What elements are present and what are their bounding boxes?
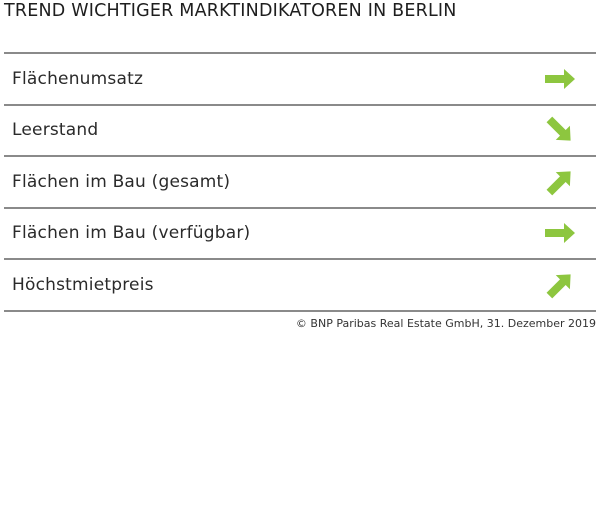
indicator-row: Flächen im Bau (gesamt): [4, 157, 596, 209]
indicator-table: Flächenumsatz Leerstand Flächen im Bau (…: [4, 52, 596, 312]
arrow-right-icon: [542, 215, 578, 251]
copyright-credit: © BNP Paribas Real Estate GmbH, 31. Deze…: [295, 317, 596, 330]
indicator-label: Flächen im Bau (verfügbar): [12, 223, 251, 244]
indicator-label: Leerstand: [12, 120, 99, 141]
indicator-label: Flächen im Bau (gesamt): [12, 171, 231, 192]
indicator-label: Höchstmietpreis: [12, 274, 154, 295]
indicator-label: Flächenumsatz: [12, 68, 144, 89]
indicator-row: Flächenumsatz: [4, 54, 596, 106]
arrow-down-right-icon: [542, 112, 578, 148]
arrow-up-right-icon: [542, 267, 578, 303]
indicator-row: Leerstand: [4, 106, 596, 157]
arrow-up-right-icon: [542, 164, 578, 200]
arrow-right-icon: [542, 61, 578, 97]
page-title: TREND WICHTIGER MARKTINDIKATOREN IN BERL…: [4, 1, 457, 21]
indicator-row: Flächen im Bau (verfügbar): [4, 209, 596, 260]
indicator-row: Höchstmietpreis: [4, 260, 596, 312]
